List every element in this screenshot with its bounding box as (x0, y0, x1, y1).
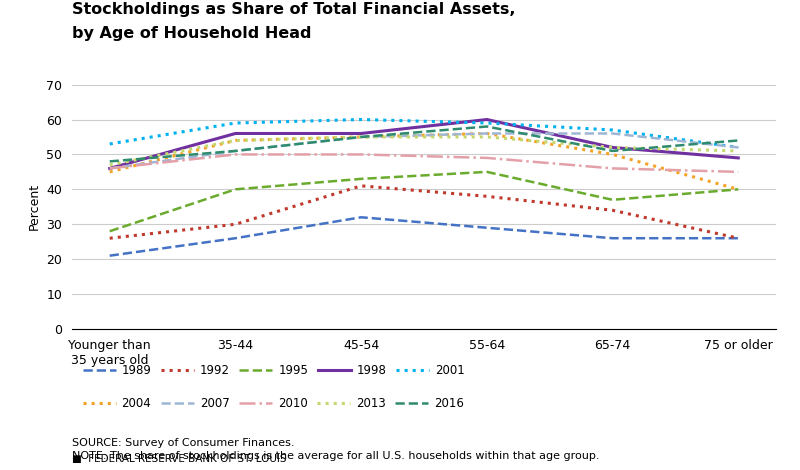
Legend: 1989, 1992, 1995, 1998, 2001: 1989, 1992, 1995, 1998, 2001 (78, 360, 470, 382)
Text: SOURCE: Survey of Consumer Finances.: SOURCE: Survey of Consumer Finances. (72, 438, 294, 448)
Text: by Age of Household Head: by Age of Household Head (72, 26, 311, 41)
Text: Stockholdings as Share of Total Financial Assets,: Stockholdings as Share of Total Financia… (72, 2, 515, 17)
Text: NOTE: The share of stockholdings is the average for all U.S. households within t: NOTE: The share of stockholdings is the … (72, 451, 599, 461)
Legend: 2004, 2007, 2010, 2013, 2016: 2004, 2007, 2010, 2013, 2016 (78, 392, 469, 415)
Text: ■  FEDERAL RESERVE BANK OF ST. LOUIS: ■ FEDERAL RESERVE BANK OF ST. LOUIS (72, 454, 286, 464)
Y-axis label: Percent: Percent (28, 183, 41, 230)
